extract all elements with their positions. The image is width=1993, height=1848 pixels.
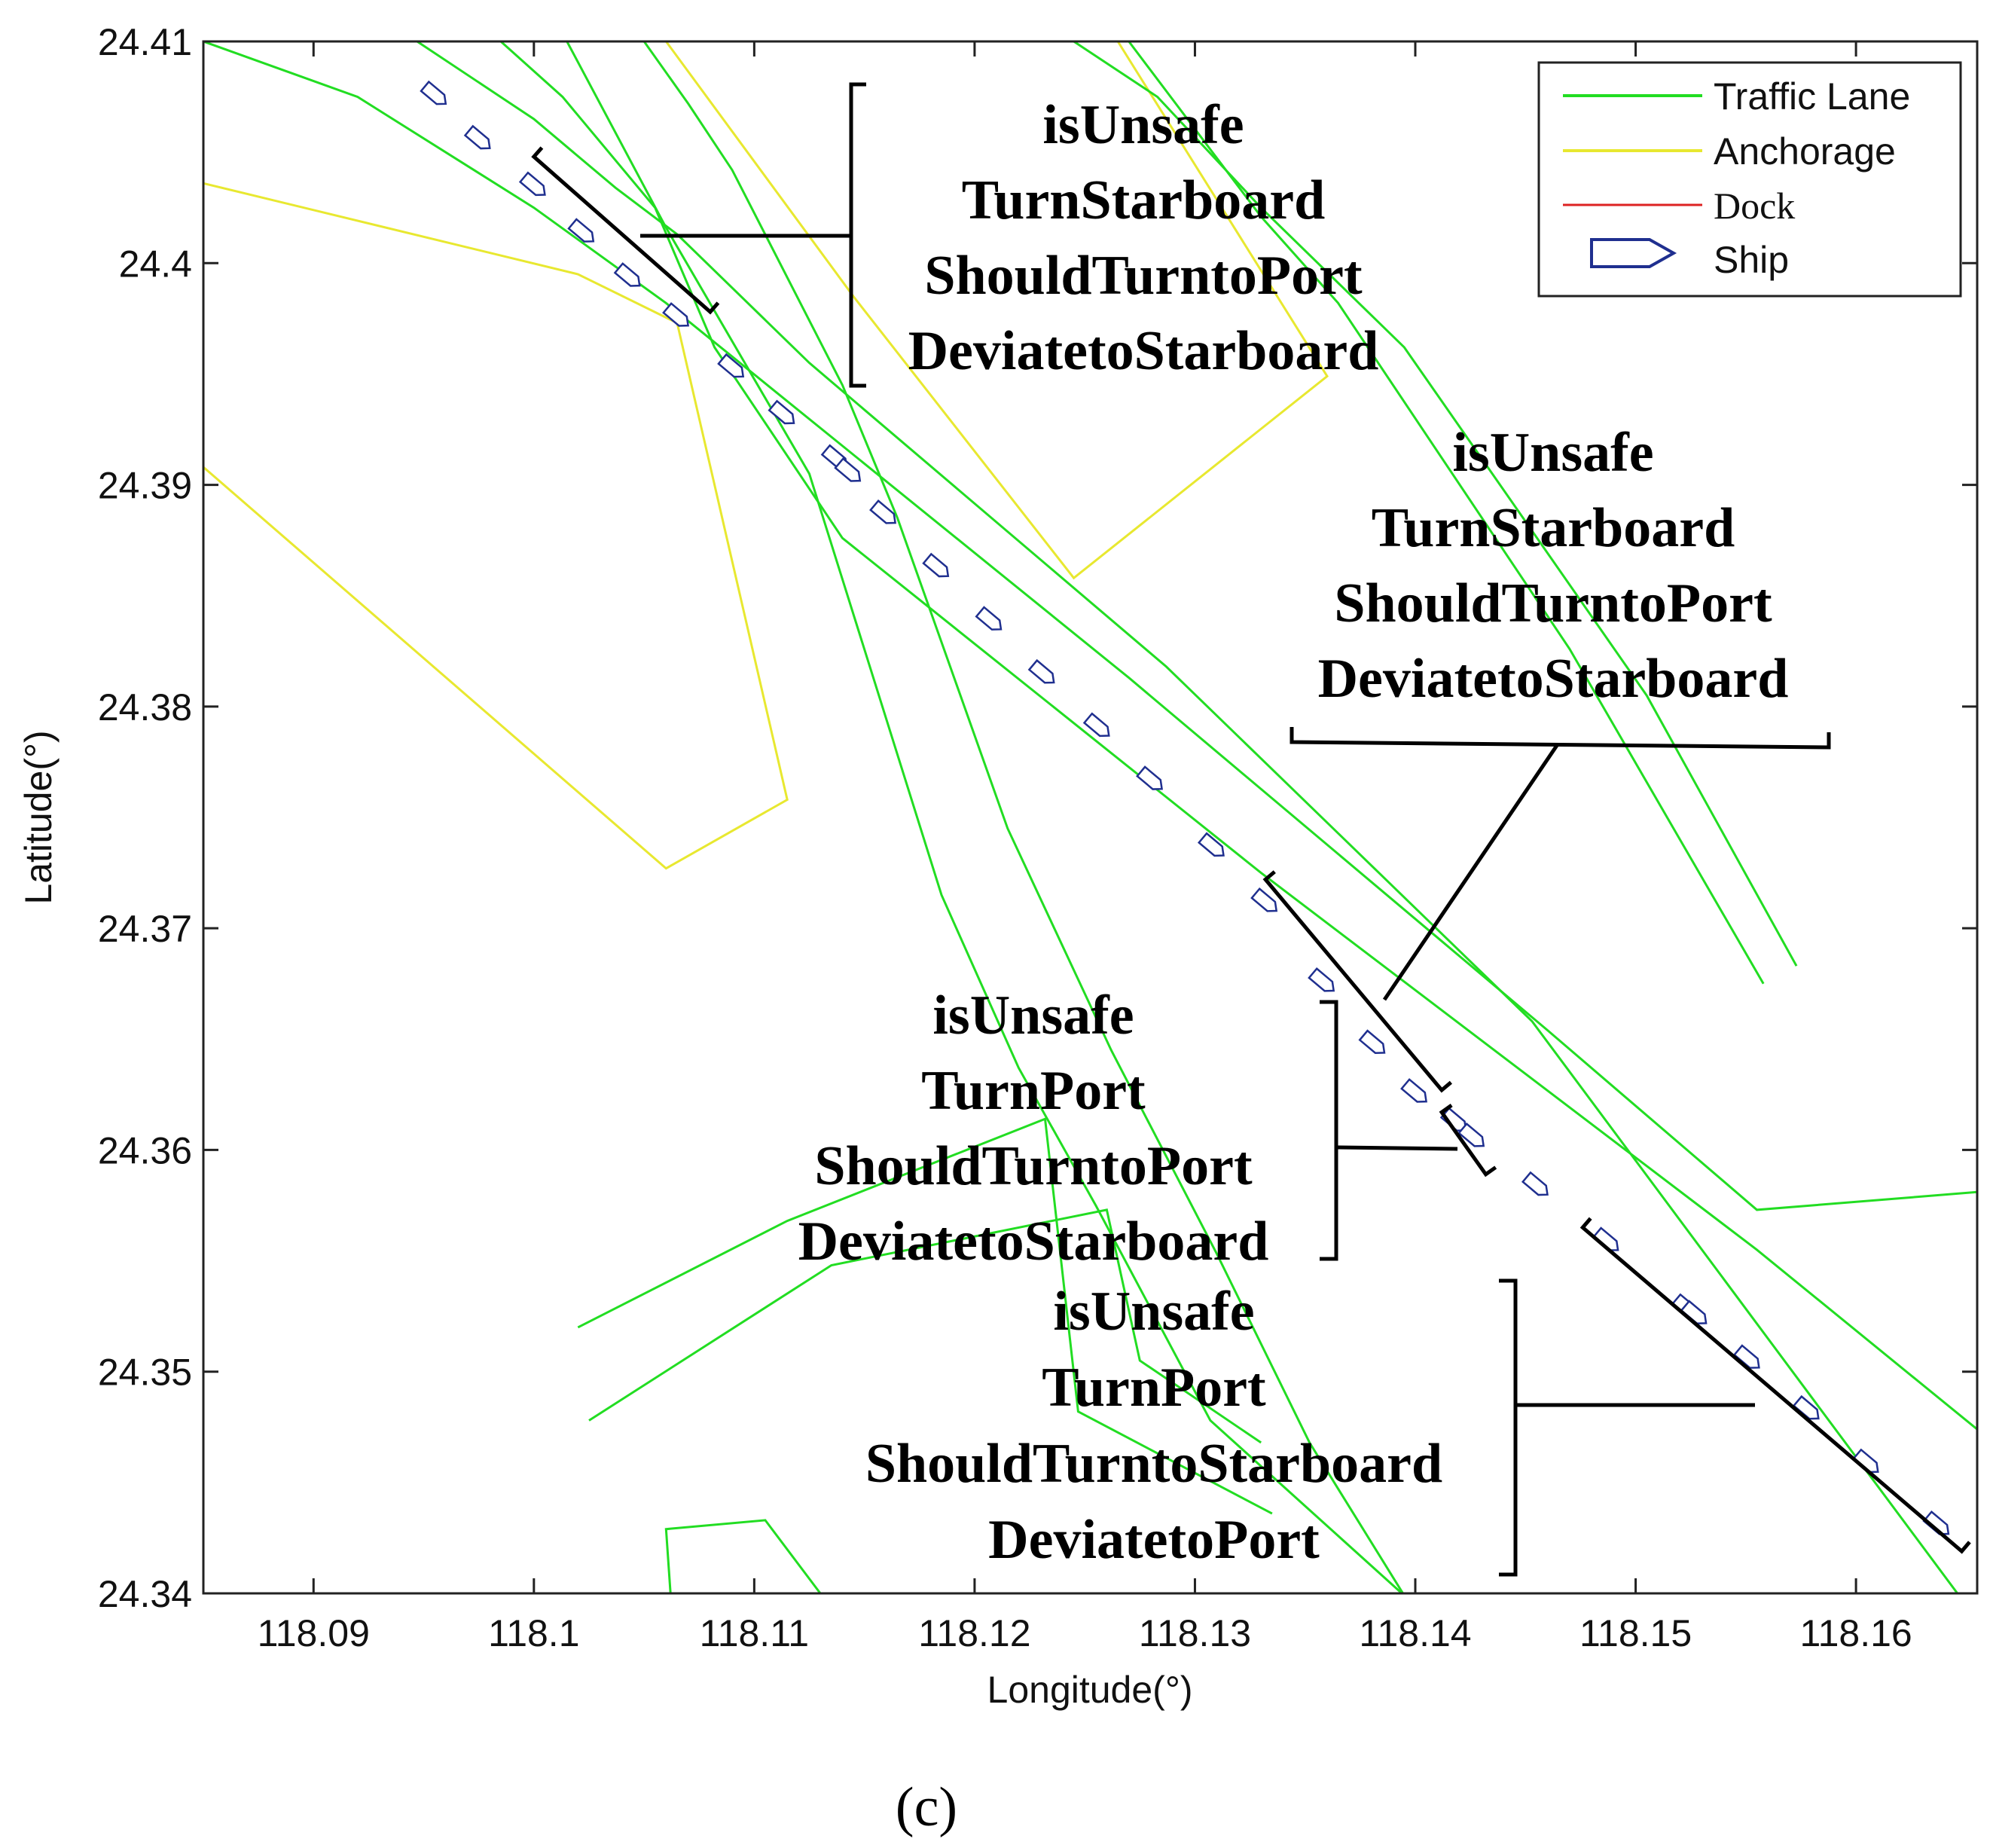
traffic-lane-10	[664, 1519, 822, 1593]
annotation-4-line-3: ShouldTurntoStarboard	[865, 1433, 1442, 1495]
y-tick-label: 24.34	[98, 1573, 192, 1615]
ship-marker	[662, 302, 689, 327]
y-axis-title: Latitude(°)	[17, 730, 60, 904]
x-tick-label: 118.13	[1139, 1612, 1251, 1654]
traffic-lane-1	[203, 41, 1977, 1211]
legend-dock-label: Dock	[1714, 185, 1795, 227]
ship-marker	[463, 124, 491, 150]
x-tick-label: 118.12	[918, 1612, 1030, 1654]
x-tick-label: 118.11	[700, 1612, 810, 1654]
ship-marker	[518, 171, 546, 197]
ship-marker	[717, 353, 745, 378]
x-tick-label: 118.15	[1579, 1612, 1692, 1654]
annotation-1-segment-bracket	[531, 146, 720, 315]
y-tick-label: 24.37	[98, 908, 192, 950]
traffic-lane-5	[642, 41, 1405, 1593]
annotation-3-line-1: isUnsafe	[932, 985, 1134, 1046]
ship-marker	[1457, 1122, 1485, 1147]
traffic-lane-9	[588, 1208, 1262, 1444]
figure-caption: (c)	[896, 1776, 957, 1838]
ship-marker	[420, 80, 447, 105]
legend-anchorage-label: Anchorage	[1714, 130, 1896, 173]
traffic-lane-7	[1128, 41, 1765, 985]
annotation-3-bracket	[1320, 1000, 1338, 1261]
x-tick-label: 118.16	[1799, 1612, 1912, 1654]
ship-marker	[922, 552, 950, 578]
annotation-2-line-1: isUnsafe	[1452, 422, 1653, 484]
ship-marker	[1082, 712, 1110, 738]
x-tick-label: 118.14	[1359, 1612, 1471, 1654]
traffic-lane-8	[577, 1117, 1273, 1515]
y-tick-label: 24.39	[98, 465, 192, 507]
legend-ship-label: Ship	[1714, 239, 1789, 281]
ship-marker	[1400, 1078, 1427, 1103]
anchorage-boundary-1	[203, 182, 789, 870]
ship-marker	[1680, 1300, 1708, 1325]
traffic-lane-2	[499, 41, 1977, 1431]
annotation-4-segment-bracket	[1579, 1217, 1971, 1554]
annotation-2-line-2: TurnStarboard	[1372, 497, 1735, 559]
x-axis-ticks: 118.09 118.1 118.11 118.12 118.13 118.14 118.1…	[258, 41, 1912, 1654]
ship-marker	[1358, 1029, 1386, 1055]
ship-marker	[1521, 1171, 1549, 1196]
ship-marker	[834, 457, 862, 482]
y-tick-label: 24.36	[98, 1129, 192, 1171]
annotation-4-bracket	[1499, 1278, 1518, 1577]
ship-marker	[1792, 1394, 1820, 1420]
annotation-2-line-4: DeviatetoStarboard	[1318, 648, 1789, 710]
y-tick-label: 24.35	[98, 1352, 192, 1394]
ship-marker	[567, 218, 595, 243]
annotation-3-segment-bracket	[1439, 1104, 1497, 1178]
annotation-3-line-4: DeviatetoStarboard	[798, 1211, 1269, 1272]
annotation-1-line-1: isUnsafe	[1042, 94, 1244, 156]
ship-track	[420, 80, 1950, 1535]
ship-marker	[1308, 967, 1335, 992]
anchorage-boundary-2	[665, 41, 1329, 580]
x-axis-title: Longitude(°)	[987, 1669, 1193, 1711]
annotation-4-line-2: TurnPort	[1042, 1357, 1266, 1419]
legend-ship-icon	[1590, 238, 1677, 268]
annotation-3-leader	[1335, 1145, 1458, 1151]
y-tick-label: 24.38	[98, 686, 192, 729]
ship-marker	[1136, 765, 1163, 790]
annotation-2-leader	[1382, 743, 1560, 1001]
ship-marker	[613, 262, 641, 287]
annotations: isUnsafe TurnStarboard ShouldTurntoPort …	[640, 82, 1831, 1577]
legend-traffic-lane-label: Traffic Lane	[1714, 75, 1910, 118]
y-tick-label: 24.41	[98, 21, 192, 63]
y-axis-ticks: 24.34 24.35 24.36 24.37 24.38 24.39 24.4 24.41	[98, 21, 1977, 1615]
plot-frame	[202, 40, 1979, 1595]
annotation-1-line-2: TurnStarboard	[962, 170, 1326, 231]
legend: Traffic Lane Anchorage Dock Ship	[1537, 61, 1962, 298]
ship-marker	[768, 399, 795, 425]
traffic-lane-3	[566, 41, 1404, 1593]
annotation-3-line-2: TurnPort	[921, 1060, 1146, 1122]
annotation-2-bracket	[1289, 727, 1831, 750]
annotation-2-line-3: ShouldTurntoPort	[1334, 573, 1772, 634]
x-tick-label: 118.1	[488, 1612, 579, 1654]
traffic-lane-4	[416, 41, 1959, 1593]
ship-marker	[1027, 658, 1055, 684]
annotation-1-line-4: DeviatetoStarboard	[908, 320, 1379, 382]
traffic-lane-6	[1073, 41, 1798, 967]
annotation-1-line-3: ShouldTurntoPort	[924, 245, 1363, 307]
ship-marker	[975, 606, 1003, 631]
ship-marker	[1197, 832, 1225, 857]
annotation-segments	[531, 146, 1971, 1554]
annotation-3-line-3: ShouldTurntoPort	[814, 1135, 1253, 1197]
y-tick-label: 24.4	[119, 243, 192, 285]
annotation-2-segment-bracket	[1262, 870, 1453, 1093]
plot-lines	[203, 41, 1977, 1593]
annotation-4-line-4: DeviatetoPort	[988, 1509, 1320, 1571]
ship-marker	[1250, 887, 1278, 912]
x-tick-label: 118.09	[258, 1612, 370, 1654]
ship-marker	[1732, 1344, 1760, 1369]
annotation-4-line-1: isUnsafe	[1053, 1281, 1254, 1342]
ship-marker	[869, 499, 896, 524]
